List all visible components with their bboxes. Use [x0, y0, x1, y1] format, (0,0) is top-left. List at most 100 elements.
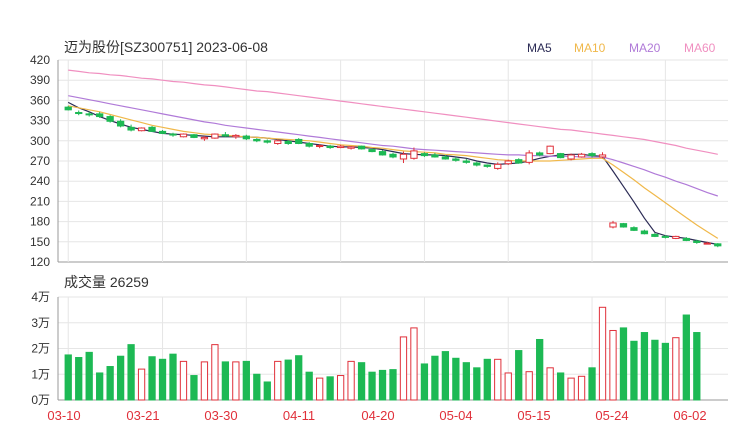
- volume-bar: [305, 371, 313, 401]
- legend-ma5: MA5: [527, 41, 552, 55]
- price-y-tick: 120: [30, 255, 50, 269]
- candle: [630, 226, 638, 232]
- candle: [263, 139, 271, 144]
- volume-bars: [64, 306, 701, 401]
- volume-y-tick: 3万: [31, 316, 50, 330]
- price-y-tick: 150: [30, 235, 50, 249]
- candle-body: [232, 134, 240, 138]
- date-tick: 05-24: [595, 408, 628, 423]
- volume-bar: [336, 375, 345, 401]
- candle: [556, 152, 565, 159]
- volume-bar: [200, 361, 209, 401]
- candle: [368, 148, 376, 153]
- candle-body: [410, 150, 418, 159]
- candle: [75, 110, 83, 116]
- candle-body: [179, 133, 188, 138]
- date-axis: 03-10 03-21 03-30 04-11 04-20 05-04 05-15 05-24…: [47, 408, 706, 423]
- candle: [672, 235, 680, 240]
- candle: [137, 127, 146, 132]
- candle: [127, 124, 135, 132]
- candle-body: [483, 164, 491, 167]
- candle-body: [316, 145, 324, 148]
- volume-bar: [494, 358, 502, 401]
- volume-bar: [598, 306, 607, 401]
- volume-bar: [190, 375, 198, 401]
- volume-bar: [158, 358, 167, 401]
- volume-y-tick: 1万: [31, 367, 50, 381]
- legend-ma20: MA20: [629, 41, 661, 55]
- volume-bar: [640, 332, 649, 401]
- volume-y-tick: 4万: [31, 290, 50, 304]
- volume-bar: [127, 344, 135, 401]
- candle: [190, 134, 198, 139]
- volume-bar: [441, 351, 450, 401]
- volume-bar: [253, 373, 261, 401]
- candle-body: [305, 142, 313, 147]
- candle-body: [462, 160, 470, 163]
- volume-y-axis: 4万 3万 2万 1万 0万: [31, 290, 50, 407]
- candle: [295, 138, 303, 145]
- date-tick: 04-11: [283, 408, 315, 423]
- candle-body: [85, 113, 93, 116]
- candle: [378, 150, 387, 156]
- candle: [714, 243, 722, 248]
- candle: [116, 119, 125, 128]
- candle-body: [703, 242, 711, 245]
- candle: [284, 140, 292, 145]
- candle: [232, 134, 240, 139]
- volume-bar: [473, 367, 481, 401]
- candle: [106, 115, 114, 123]
- candle: [609, 220, 617, 229]
- candle: [399, 151, 408, 164]
- volume-bar: [609, 329, 617, 401]
- candle: [211, 133, 219, 139]
- volume-bar: [452, 357, 460, 401]
- candle-body: [326, 145, 334, 149]
- volume-bar: [85, 351, 93, 401]
- price-y-tick: 270: [30, 154, 50, 168]
- candle: [462, 158, 470, 164]
- candle: [504, 159, 512, 166]
- volume-bar: [242, 360, 250, 401]
- candle-body: [389, 153, 397, 158]
- volume-bar: [64, 354, 72, 401]
- candle: [64, 105, 72, 111]
- candle-body: [661, 235, 670, 238]
- candle-body: [420, 153, 429, 157]
- legend-ma10: MA10: [574, 41, 606, 55]
- volume-bar: [295, 355, 303, 401]
- candle: [410, 147, 418, 160]
- candle: [515, 158, 523, 164]
- candle: [253, 138, 261, 143]
- ma-legend: MA5 MA10 MA20 MA60: [527, 41, 716, 55]
- volume-bar: [75, 357, 83, 401]
- volume-bar: [179, 360, 188, 401]
- volume-bar: [368, 371, 376, 401]
- candle: [158, 130, 167, 135]
- candle-body: [274, 140, 282, 144]
- volume-bar: [347, 360, 355, 401]
- candle-body: [368, 149, 376, 153]
- candle: [420, 152, 429, 157]
- candle-body: [399, 153, 408, 160]
- volume-bar: [483, 358, 491, 401]
- volume-bar: [169, 353, 177, 401]
- candle: [640, 229, 649, 235]
- volume-bar: [326, 376, 334, 401]
- candle-body: [714, 243, 722, 247]
- ma20-line: [68, 95, 718, 197]
- volume-bar: [284, 359, 292, 401]
- price-y-tick: 210: [30, 194, 50, 208]
- candle-body: [640, 230, 649, 235]
- volume-bar: [567, 377, 575, 401]
- candle: [336, 144, 345, 149]
- price-y-tick: 360: [30, 93, 50, 107]
- volume-bar: [619, 327, 628, 401]
- volume-bar: [357, 362, 366, 401]
- candle-body: [588, 153, 596, 157]
- price-y-tick: 240: [30, 174, 50, 188]
- candle: [441, 154, 450, 160]
- candle: [148, 125, 156, 133]
- candle-body: [336, 145, 345, 149]
